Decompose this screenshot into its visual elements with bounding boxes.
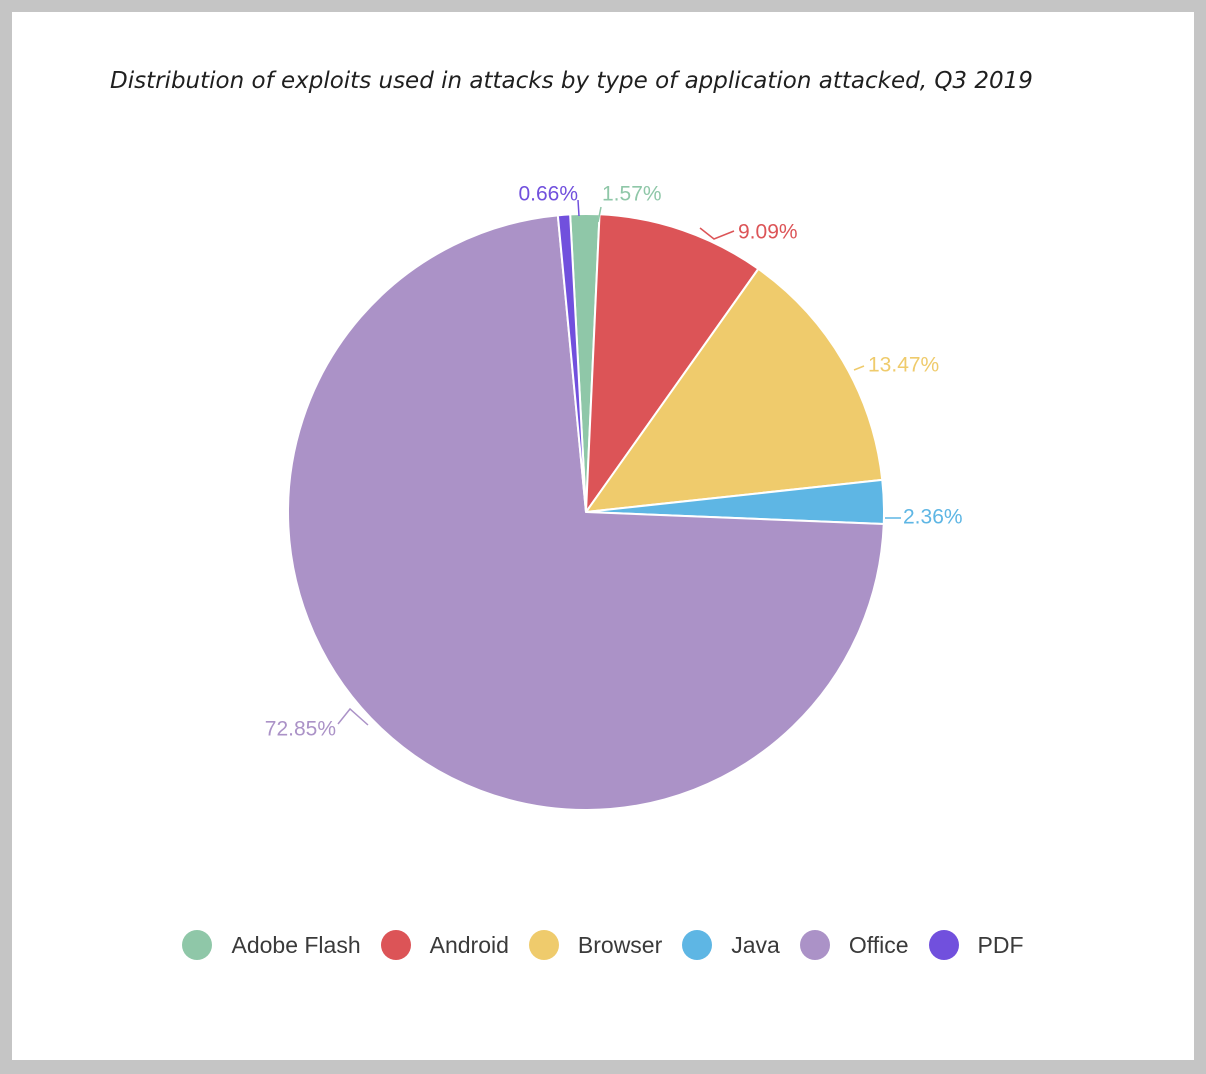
legend-label-java: Java <box>731 931 780 958</box>
pie-chart: 1.57% 9.09% 13.47% 2.36% 72.85% 0.66% <box>265 183 963 811</box>
legend-swatch-adobe-flash <box>182 930 213 960</box>
legend: Adobe Flash Android Browser Java Office PDF <box>12 930 1194 960</box>
pie-slice-browser[interactable] <box>585 267 884 513</box>
legend-swatch-browser <box>528 930 559 960</box>
leader-line-android <box>699 227 735 240</box>
slice-labels: 1.57% 9.09% 13.47% 2.36% 72.85% 0.66% <box>265 183 963 741</box>
legend-label-browser: Browser <box>577 931 663 958</box>
legend-item-adobe-flash[interactable]: Adobe Flash <box>182 930 361 960</box>
legend-item-office[interactable]: Office <box>799 930 909 960</box>
label-leader-lines <box>337 199 901 726</box>
pie-slice-android[interactable] <box>585 213 760 513</box>
legend-label-office: Office <box>848 931 909 958</box>
legend-item-pdf[interactable]: PDF <box>928 930 1024 960</box>
data-label-office: 72.85% <box>265 718 336 741</box>
leader-line-browser <box>853 365 865 371</box>
legend-swatch-android <box>380 930 411 960</box>
legend-swatch-pdf <box>928 930 959 960</box>
leader-line-pdf <box>577 199 580 217</box>
legend-item-java[interactable]: Java <box>682 930 780 960</box>
data-label-adobe-flash: 1.57% <box>602 183 662 206</box>
pie-slice-pdf[interactable] <box>556 213 587 513</box>
chart-card: Distribution of exploits used in attacks… <box>12 12 1194 1060</box>
leader-line-office <box>337 707 369 726</box>
legend-label-adobe-flash: Adobe Flash <box>231 931 361 958</box>
legend-swatch-office <box>799 930 830 960</box>
data-label-android: 9.09% <box>738 221 798 244</box>
legend-label-android: Android <box>429 931 509 958</box>
leader-line-adobe-flash <box>597 206 602 223</box>
legend-item-android[interactable]: Android <box>380 930 509 960</box>
legend-swatch-java <box>682 930 713 960</box>
legend-item-browser[interactable]: Browser <box>528 930 663 960</box>
legend-label-pdf: PDF <box>977 931 1024 958</box>
data-label-pdf: 0.66% <box>518 183 578 206</box>
data-label-java: 2.36% <box>903 506 963 529</box>
data-label-browser: 13.47% <box>868 354 939 377</box>
pie-slices <box>287 213 885 811</box>
chart-title: Distribution of exploits used in attacks… <box>110 68 1033 94</box>
